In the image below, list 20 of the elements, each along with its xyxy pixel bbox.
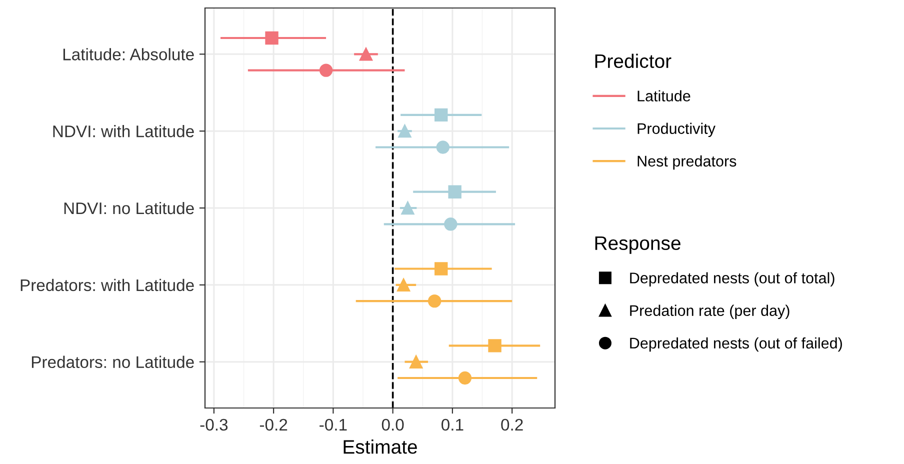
y-tick-label: NDVI: no Latitude [64, 202, 194, 214]
text: Predation rate (per day) [630, 304, 790, 320]
x-tick-label: -0.3 [200, 418, 228, 431]
text: Depredated nests (out of total) [630, 272, 834, 286]
x-tick-label: 0.2 [501, 418, 523, 431]
legend-label: Nest predators [638, 155, 736, 170]
x-tick-label: -0.2 [260, 418, 288, 431]
x-tick-label: 0.1 [442, 418, 464, 431]
y-tick-label: NDVI: with Latitude [53, 125, 194, 138]
legend-label: Latitude [638, 90, 690, 102]
y-tick-label: Predators: no Latitude [32, 356, 194, 368]
x-axis-title: Estimate [344, 440, 417, 454]
text: Response [595, 236, 680, 254]
x-tick-label: -0.1 [320, 418, 347, 431]
x-tick-label: 0.0 [382, 418, 404, 431]
y-tick-label: Latitude: Absolute [63, 48, 194, 60]
text: Predictor [595, 54, 672, 68]
y-tick-label: Predators: with Latitude [20, 278, 194, 292]
legend-label: Productivity [638, 122, 716, 138]
text: Depredated nests (out of failed) [630, 337, 842, 352]
